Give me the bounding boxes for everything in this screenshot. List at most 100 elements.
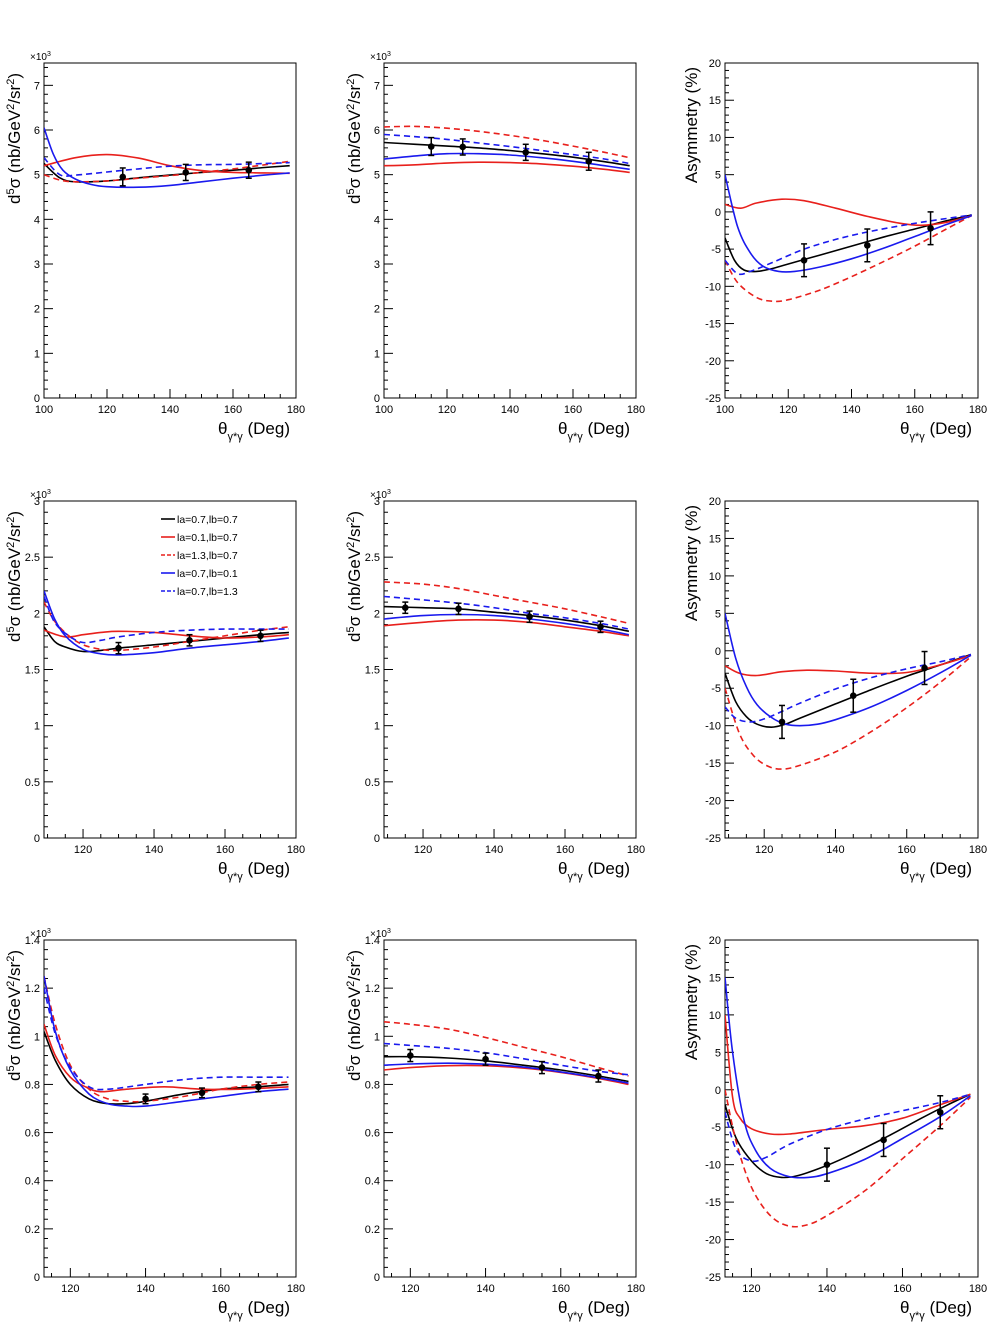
data-marker xyxy=(427,143,435,150)
y-tick-label: 7 xyxy=(374,80,380,92)
data-marker xyxy=(778,718,786,726)
y-tick-label: -20 xyxy=(705,796,721,808)
series-2-line xyxy=(44,153,290,175)
data-point xyxy=(936,1095,944,1130)
y-tick-label: 1 xyxy=(34,1031,40,1043)
y-tick-label: 0.4 xyxy=(365,1176,380,1188)
y-tick-label: 5 xyxy=(715,1047,721,1059)
series-3-line xyxy=(44,160,290,183)
data-marker xyxy=(538,1064,546,1071)
y-tick-label: -10 xyxy=(705,721,721,733)
data-marker xyxy=(182,169,190,176)
data-point xyxy=(186,633,193,647)
data-marker xyxy=(257,632,264,640)
y-tick-label: 0.8 xyxy=(25,1079,40,1091)
data-marker xyxy=(526,613,533,621)
x-tick-label: 140 xyxy=(826,844,844,856)
y-tick-label: 2.5 xyxy=(25,552,40,564)
y-tick-label: 1 xyxy=(34,348,40,360)
y-tick-label: 2 xyxy=(34,608,40,620)
x-tick-label: 140 xyxy=(485,844,503,856)
series-4-line xyxy=(44,590,290,656)
data-marker xyxy=(482,1055,489,1063)
series-4-line xyxy=(725,613,972,727)
legend-label: la=0.1,lb=0.7 xyxy=(177,532,238,544)
y-tick-label: 0.6 xyxy=(25,1128,40,1140)
x-tick-label: 100 xyxy=(35,404,53,416)
y-tick-label: 0 xyxy=(34,393,40,405)
x-tick-label: 120 xyxy=(742,1283,760,1295)
data-point xyxy=(255,1081,262,1093)
data-point xyxy=(921,650,928,686)
y-tick-label: 1.2 xyxy=(365,983,380,995)
x-axis-title: θγ*γ (Deg) xyxy=(900,1298,972,1322)
data-point xyxy=(522,143,530,162)
data-marker xyxy=(585,157,593,165)
x-axis-title: θγ*γ (Deg) xyxy=(558,419,630,443)
y-tick-label: -15 xyxy=(705,319,721,331)
plot-frame xyxy=(43,62,297,399)
y-tick-label: 6 xyxy=(34,125,40,137)
series-3-line xyxy=(384,1021,629,1077)
x-axis-title: θγ*γ (Deg) xyxy=(558,859,630,883)
series-1-line xyxy=(725,653,972,729)
x-tick-label: 120 xyxy=(438,404,456,416)
y-tick-label: 4 xyxy=(374,214,380,226)
x-tick-label: 120 xyxy=(98,404,116,416)
panel-4: 0 0.5 1 1.5 2 2.5 3 120 140 160 180 ×103 d5σ (nb/GeV… xyxy=(5,489,305,883)
series-2-line xyxy=(725,198,972,227)
data-point xyxy=(459,138,467,156)
y-tick-label: 1 xyxy=(374,1031,380,1043)
y-tick-label: 0 xyxy=(34,1272,40,1284)
x-tick-label: 100 xyxy=(716,404,734,416)
x-tick-label: 160 xyxy=(224,404,242,416)
y-tick-label: 0 xyxy=(715,646,721,658)
data-point xyxy=(849,678,857,713)
x-tick-label: 140 xyxy=(145,844,163,856)
data-marker xyxy=(823,1161,831,1168)
x-axis-title: θγ*γ (Deg) xyxy=(218,419,290,443)
series-4-line xyxy=(725,977,971,1179)
y-tick-label: 10 xyxy=(709,132,721,144)
plot-frame xyxy=(383,500,637,839)
x-tick-label: 120 xyxy=(779,404,797,416)
data-point xyxy=(864,228,871,263)
panel-7: 0 0.2 0.4 0.6 0.8 1 1.2 1.4 120 140 160 180 ×103 d5σ … xyxy=(5,928,305,1322)
data-point xyxy=(142,1093,149,1105)
x-tick-label: 180 xyxy=(969,844,987,856)
y-axis-title: d5σ (nb/GeV2/sr2) xyxy=(345,511,364,642)
series-5-line xyxy=(384,595,630,630)
y-tick-label: 1.2 xyxy=(25,983,40,995)
x-tick-label: 160 xyxy=(898,844,916,856)
panel-9: -25 -20 -15 -10 -5 0 5 10 15 20 120 140 160 180 Asymme… xyxy=(682,935,987,1322)
x-tick-label: 140 xyxy=(476,1283,494,1295)
x-tick-label: 160 xyxy=(216,844,234,856)
y-tick-label: 20 xyxy=(709,496,721,508)
y-axis-title: d5σ (nb/GeV2/sr2) xyxy=(345,950,364,1081)
data-marker xyxy=(407,1052,414,1059)
plot-frame xyxy=(724,500,979,839)
data-point xyxy=(800,243,808,278)
y-tick-label: -25 xyxy=(705,1272,721,1284)
y-tick-label: 0 xyxy=(374,393,380,405)
data-point xyxy=(407,1048,414,1063)
x-tick-label: 180 xyxy=(287,404,305,416)
series-5-line xyxy=(44,987,289,1091)
axis-multiplier: ×103 xyxy=(30,928,51,940)
legend-label: la=0.7,lb=0.7 xyxy=(177,514,238,526)
legend-label: la=0.7,lb=1.3 xyxy=(177,586,238,598)
x-tick-label: 120 xyxy=(414,844,432,856)
x-tick-label: 120 xyxy=(61,1283,79,1295)
x-tick-label: 160 xyxy=(893,1283,911,1295)
x-axis-title: θγ*γ (Deg) xyxy=(218,859,290,883)
data-marker xyxy=(927,224,934,232)
y-tick-label: 0 xyxy=(715,207,721,219)
series-3-line xyxy=(384,125,630,159)
axis-multiplier: ×103 xyxy=(30,51,51,63)
y-tick-label: 1.5 xyxy=(365,665,380,677)
y-tick-label: -20 xyxy=(705,1235,721,1247)
y-tick-label: 15 xyxy=(709,95,721,107)
y-tick-label: -15 xyxy=(705,758,721,770)
y-tick-label: 2 xyxy=(374,608,380,620)
data-marker xyxy=(186,636,193,644)
